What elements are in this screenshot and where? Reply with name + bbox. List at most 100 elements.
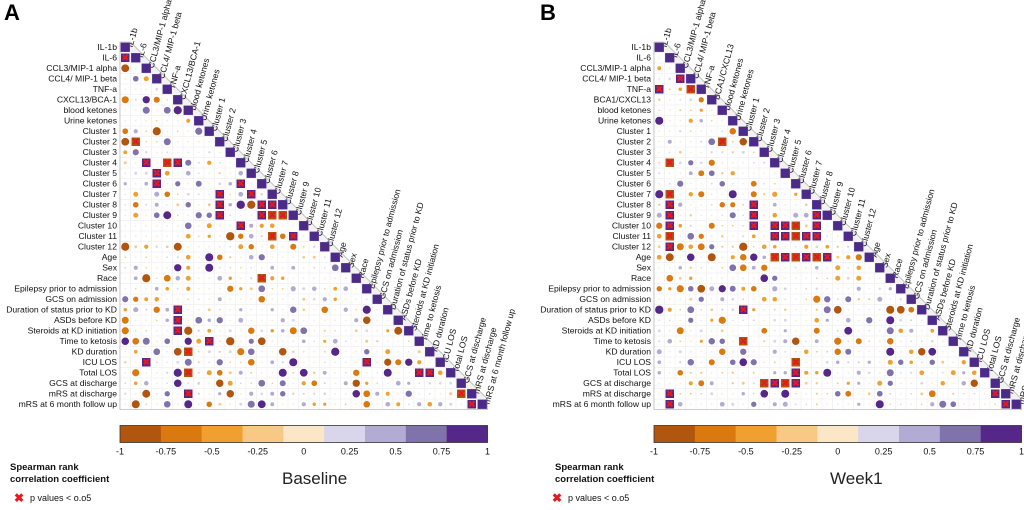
correlation-circle — [166, 182, 169, 185]
correlation-circle — [145, 140, 148, 143]
correlation-circle — [857, 329, 860, 332]
panel-title-week1: Week1 — [830, 469, 883, 488]
row-label: GCS at discharge — [49, 378, 117, 388]
correlation-circle — [866, 317, 873, 324]
correlation-circle — [847, 245, 850, 248]
correlation-circle — [208, 277, 211, 280]
diagonal-cell — [257, 179, 267, 189]
correlation-circle — [952, 350, 955, 353]
correlation-circle — [805, 329, 808, 332]
correlation-circle — [940, 381, 945, 386]
correlation-circle — [155, 371, 158, 374]
correlation-circle — [166, 235, 169, 238]
correlation-circle — [145, 266, 148, 269]
correlation-circle — [772, 296, 778, 302]
correlation-circle — [247, 400, 255, 408]
correlation-circle — [752, 245, 755, 248]
significance-cross: ✖ — [258, 200, 266, 211]
correlation-circle — [772, 286, 778, 292]
correlation-circle — [229, 214, 232, 217]
correlation-circle — [218, 266, 221, 269]
correlation-circle — [145, 329, 148, 332]
correlation-circle — [678, 87, 682, 91]
correlation-circle — [773, 361, 776, 364]
correlation-circle — [208, 193, 211, 196]
significance-cross: ✖ — [247, 190, 255, 201]
correlation-circle — [679, 98, 682, 101]
correlation-circle — [668, 361, 671, 364]
correlation-circle — [278, 368, 287, 377]
significant-cell — [257, 211, 266, 220]
correlation-circle — [239, 266, 242, 269]
correlation-circle — [121, 137, 130, 146]
correlation-circle — [228, 371, 232, 375]
correlation-circle — [343, 381, 348, 386]
correlation-circle — [941, 371, 944, 374]
correlation-circle — [292, 382, 295, 385]
correlation-circle — [218, 151, 221, 154]
correlation-circle — [876, 390, 883, 397]
significance-cross: ✖ — [258, 274, 266, 285]
correlation-circle — [847, 266, 850, 269]
correlation-circle — [877, 296, 883, 302]
correlation-circle — [397, 340, 400, 343]
correlation-circle — [134, 319, 137, 322]
correlation-circle — [334, 361, 337, 364]
correlation-circle — [323, 287, 326, 290]
correlation-circle — [855, 338, 862, 345]
correlation-circle — [291, 265, 296, 270]
correlation-circle — [823, 306, 831, 314]
diagonal-cell — [173, 95, 183, 105]
correlation-circle — [218, 329, 221, 332]
correlation-circle — [721, 193, 724, 196]
correlation-circle — [836, 382, 839, 385]
correlation-circle — [164, 170, 170, 176]
correlation-circle — [334, 329, 337, 332]
colorbar-tick-label: 0 — [835, 447, 840, 457]
correlation-circle — [289, 358, 298, 367]
significant-cell — [247, 190, 256, 199]
diagonal-cell — [183, 105, 193, 115]
correlation-circle — [825, 318, 829, 322]
correlation-circle — [721, 130, 724, 133]
correlation-circle — [250, 371, 253, 374]
row-label: Race — [631, 273, 651, 283]
significant-cell — [718, 137, 727, 146]
correlation-circle — [195, 127, 203, 135]
correlation-circle — [908, 349, 914, 355]
correlation-circle — [155, 403, 158, 406]
correlation-circle — [709, 244, 715, 250]
significance-cross: ✖ — [1002, 400, 1010, 411]
correlation-circle — [668, 109, 671, 112]
correlation-circle — [355, 287, 358, 290]
correlation-circle — [700, 392, 703, 395]
correlation-circle — [229, 224, 232, 227]
significance-cross: ✖ — [268, 211, 276, 222]
correlation-circle — [301, 339, 306, 344]
correlation-circle — [763, 287, 766, 290]
correlation-circle — [176, 172, 179, 175]
correlation-circle — [752, 392, 755, 395]
row-label: Cluster 12 — [612, 241, 651, 251]
correlation-circle — [700, 151, 703, 154]
correlation-circle — [260, 392, 264, 396]
correlation-circle — [668, 119, 671, 122]
correlation-circle — [166, 329, 169, 332]
correlation-circle — [656, 254, 662, 260]
diagonal-cell — [320, 242, 330, 252]
correlation-circle — [302, 277, 305, 280]
correlation-circle — [365, 298, 368, 301]
correlation-circle — [898, 359, 904, 365]
correlation-circle — [186, 118, 191, 123]
correlation-circle — [281, 224, 284, 227]
correlation-circle — [784, 308, 787, 311]
correlation-circle — [668, 287, 672, 291]
colorbar-week1: -1 -0.75 -0.5 -0.25 0 0.25 0.5 0.75 1 — [650, 425, 1024, 457]
correlation-circle — [239, 277, 242, 280]
significance-cross: ✖ — [813, 232, 821, 243]
correlation-circle — [206, 401, 213, 408]
correlation-circle — [176, 287, 179, 290]
correlation-circle — [124, 392, 127, 395]
correlation-circle — [301, 402, 306, 407]
